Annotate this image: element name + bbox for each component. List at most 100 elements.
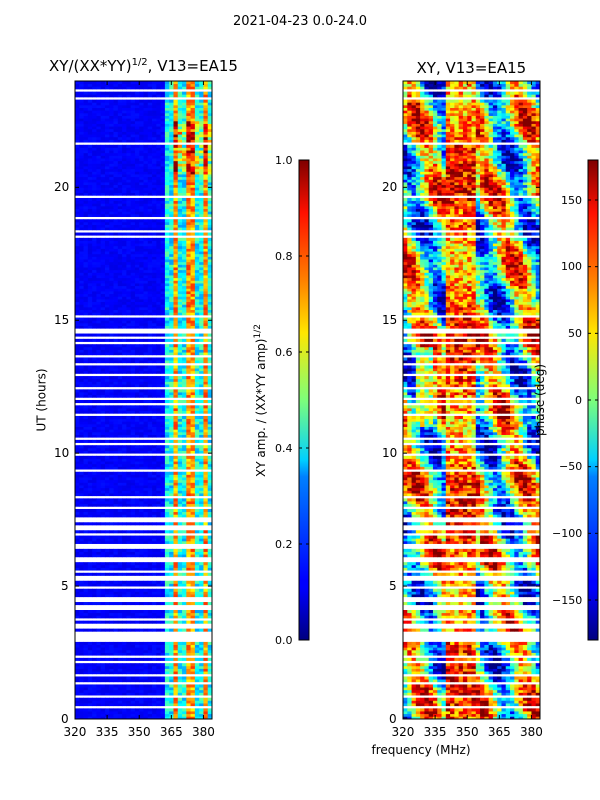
heatmap-cell xyxy=(113,713,119,717)
heatmap-cell xyxy=(139,482,144,486)
heatmap-cell xyxy=(100,466,106,470)
heatmap-cell xyxy=(83,203,89,207)
heatmap-cell xyxy=(173,291,179,295)
heatmap-cell xyxy=(87,168,93,172)
heatmap-cell xyxy=(182,192,187,196)
heatmap-cell xyxy=(109,333,114,337)
heatmap-cell xyxy=(152,602,157,606)
heatmap-cell xyxy=(160,275,166,279)
heatmap-cell xyxy=(134,429,140,433)
heatmap-cell xyxy=(207,283,213,287)
heatmap-cell xyxy=(113,429,119,433)
heatmap-cell xyxy=(75,458,80,462)
heatmap-cell xyxy=(100,269,106,273)
heatmap-cell xyxy=(143,213,149,217)
heatmap-cell xyxy=(207,352,213,356)
heatmap-cell xyxy=(75,192,80,196)
heatmap-cell xyxy=(169,205,174,209)
heatmap-cell xyxy=(156,474,162,478)
heatmap-cell xyxy=(207,291,213,295)
heatmap-cell xyxy=(194,317,200,321)
heatmap-cell xyxy=(160,400,166,404)
heatmap-cell xyxy=(169,535,174,539)
heatmap-cell xyxy=(139,415,144,420)
heatmap-cell xyxy=(126,256,132,260)
heatmap-cell xyxy=(96,482,102,486)
heatmap-cell xyxy=(143,602,149,606)
heatmap-cell xyxy=(83,405,89,409)
heatmap-cell xyxy=(126,713,132,717)
heatmap-cell xyxy=(173,431,179,435)
heatmap-cell xyxy=(104,381,110,385)
heatmap-cell xyxy=(147,538,153,542)
heatmap-cell xyxy=(83,700,89,704)
heatmap-cell xyxy=(199,423,204,427)
heatmap-cell xyxy=(207,267,213,271)
heatmap-cell xyxy=(83,482,89,486)
heatmap-cell xyxy=(160,548,166,552)
heatmap-cell xyxy=(186,713,191,717)
heatmap-cell xyxy=(203,461,209,465)
heatmap-cell xyxy=(113,192,119,196)
heatmap-cell xyxy=(87,227,93,231)
heatmap-cell xyxy=(104,405,110,409)
heatmap-cell xyxy=(177,267,183,271)
heatmap-cell xyxy=(104,384,110,388)
heatmap-cell xyxy=(75,264,80,268)
heatmap-cell xyxy=(104,511,110,515)
heatmap-cell xyxy=(143,493,149,497)
heatmap-cell xyxy=(203,421,209,425)
heatmap-cell xyxy=(199,184,204,188)
heatmap-cell xyxy=(156,522,162,526)
heatmap-cell xyxy=(122,237,127,241)
heatmap-cell xyxy=(87,280,93,284)
heatmap-cell xyxy=(156,320,162,324)
heatmap-cell xyxy=(143,245,149,249)
heatmap-cell xyxy=(134,405,140,409)
heatmap-cell xyxy=(156,349,162,353)
heatmap-cell xyxy=(207,583,213,587)
heatmap-cell xyxy=(139,657,144,661)
heatmap-cell xyxy=(152,197,157,202)
heatmap-cell xyxy=(75,657,80,661)
heatmap-cell xyxy=(122,256,127,260)
heatmap-cell xyxy=(190,471,196,475)
heatmap-cell xyxy=(160,511,166,515)
heatmap-cell xyxy=(100,716,106,720)
heatmap-cell xyxy=(147,211,153,215)
heatmap-cell xyxy=(100,179,106,183)
heatmap-cell xyxy=(92,283,97,287)
heatmap-cell xyxy=(104,285,110,289)
heatmap-cell xyxy=(177,703,183,707)
heatmap-cell xyxy=(160,256,166,260)
heatmap-cell xyxy=(134,498,140,502)
heatmap-cell xyxy=(203,511,209,515)
heatmap-cell xyxy=(79,182,84,186)
heatmap-cell xyxy=(126,208,132,212)
heatmap-cell xyxy=(160,240,166,244)
heatmap-cell xyxy=(83,644,89,648)
heatmap-cell xyxy=(113,477,119,481)
heatmap-cell xyxy=(96,692,102,696)
heatmap-cell xyxy=(79,227,84,231)
heatmap-cell xyxy=(139,301,144,305)
heatmap-cell xyxy=(143,567,149,571)
heatmap-cell xyxy=(126,679,132,683)
heatmap-cell xyxy=(75,376,80,380)
heatmap-cell xyxy=(194,445,200,449)
heatmap-cell xyxy=(92,259,97,263)
heatmap-cell xyxy=(113,641,119,645)
heatmap-cell xyxy=(160,594,166,598)
heatmap-cell xyxy=(207,711,213,715)
heatmap-cell xyxy=(173,237,179,241)
heatmap-cell xyxy=(117,522,123,526)
heatmap-cell xyxy=(160,306,166,311)
heatmap-cell xyxy=(130,357,136,361)
heatmap-cell xyxy=(113,708,119,712)
heatmap-cell xyxy=(147,429,153,433)
heatmap-cell xyxy=(169,275,174,279)
heatmap-cell xyxy=(134,594,140,598)
heatmap-cell xyxy=(126,439,132,443)
heatmap-cell xyxy=(169,333,174,337)
heatmap-cell xyxy=(134,211,140,215)
